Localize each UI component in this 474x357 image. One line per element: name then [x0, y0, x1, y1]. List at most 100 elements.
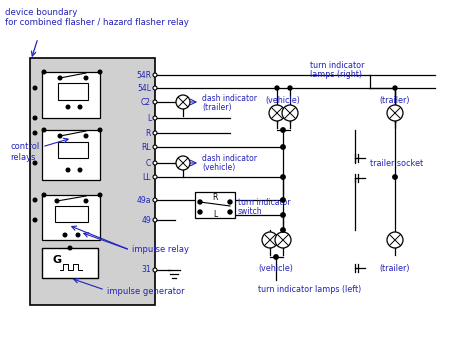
- Circle shape: [153, 86, 157, 90]
- Circle shape: [153, 100, 157, 104]
- Circle shape: [84, 76, 88, 80]
- Polygon shape: [42, 130, 100, 180]
- Circle shape: [55, 199, 59, 203]
- Circle shape: [153, 198, 157, 202]
- Circle shape: [153, 161, 157, 165]
- Text: 49: 49: [141, 216, 151, 225]
- Circle shape: [393, 86, 397, 90]
- Text: C: C: [146, 159, 151, 167]
- Circle shape: [42, 128, 46, 132]
- Text: control
relays: control relays: [10, 138, 68, 162]
- Circle shape: [76, 233, 80, 237]
- Circle shape: [387, 232, 403, 248]
- Text: (trailer): (trailer): [380, 96, 410, 105]
- Circle shape: [228, 210, 232, 214]
- Circle shape: [98, 193, 102, 197]
- Circle shape: [33, 86, 37, 90]
- Circle shape: [66, 105, 70, 109]
- Circle shape: [387, 105, 403, 121]
- Circle shape: [63, 233, 67, 237]
- Circle shape: [281, 198, 285, 202]
- Text: switch: switch: [238, 206, 263, 216]
- Text: impulse relay: impulse relay: [132, 246, 189, 255]
- Text: dash indicator: dash indicator: [202, 94, 257, 102]
- Circle shape: [98, 70, 102, 74]
- Circle shape: [33, 131, 37, 135]
- Circle shape: [98, 128, 102, 132]
- Circle shape: [33, 161, 37, 165]
- Circle shape: [153, 116, 157, 120]
- Text: RL: RL: [141, 142, 151, 151]
- Text: for combined flasher / hazard flasher relay: for combined flasher / hazard flasher re…: [5, 18, 189, 27]
- Text: (trailer): (trailer): [380, 263, 410, 272]
- Polygon shape: [58, 142, 88, 158]
- Polygon shape: [58, 83, 88, 100]
- Text: 54L: 54L: [137, 84, 151, 92]
- Circle shape: [58, 76, 62, 80]
- Circle shape: [153, 268, 157, 272]
- Circle shape: [153, 175, 157, 179]
- Text: (vehicle): (vehicle): [265, 96, 301, 105]
- Circle shape: [393, 175, 397, 179]
- Circle shape: [281, 128, 285, 132]
- Circle shape: [153, 131, 157, 135]
- Text: impulse generator: impulse generator: [107, 287, 185, 296]
- Circle shape: [176, 95, 190, 109]
- Text: 54R: 54R: [136, 70, 151, 80]
- Polygon shape: [42, 248, 98, 278]
- Circle shape: [198, 200, 202, 204]
- Polygon shape: [195, 192, 235, 218]
- Circle shape: [262, 232, 278, 248]
- Circle shape: [153, 145, 157, 149]
- Text: (trailer): (trailer): [202, 102, 231, 111]
- Circle shape: [281, 175, 285, 179]
- Circle shape: [153, 73, 157, 77]
- Text: turn indicator: turn indicator: [310, 60, 365, 70]
- Circle shape: [269, 105, 285, 121]
- Circle shape: [58, 134, 62, 138]
- Circle shape: [228, 200, 232, 204]
- Text: L: L: [147, 114, 151, 122]
- Text: G: G: [53, 255, 62, 265]
- Circle shape: [281, 213, 285, 217]
- Polygon shape: [42, 195, 100, 240]
- Text: (vehicle): (vehicle): [258, 263, 293, 272]
- Polygon shape: [55, 206, 88, 222]
- Text: R: R: [212, 192, 218, 201]
- Circle shape: [33, 198, 37, 202]
- Polygon shape: [30, 58, 155, 305]
- Circle shape: [281, 145, 285, 149]
- Circle shape: [153, 218, 157, 222]
- Text: C2: C2: [141, 97, 151, 106]
- Circle shape: [176, 156, 190, 170]
- Text: trailer socket: trailer socket: [370, 159, 423, 167]
- Circle shape: [275, 86, 279, 90]
- Circle shape: [275, 232, 291, 248]
- Circle shape: [84, 134, 88, 138]
- Polygon shape: [42, 72, 100, 118]
- Circle shape: [33, 116, 37, 120]
- Text: turn indicator lamps (left): turn indicator lamps (left): [258, 286, 362, 295]
- Circle shape: [42, 193, 46, 197]
- Circle shape: [33, 218, 37, 222]
- Circle shape: [198, 210, 202, 214]
- Text: (vehicle): (vehicle): [202, 162, 235, 171]
- Circle shape: [281, 228, 285, 232]
- Text: 49a: 49a: [137, 196, 151, 205]
- Circle shape: [274, 255, 278, 259]
- Text: device boundary: device boundary: [5, 8, 77, 17]
- Text: R: R: [146, 129, 151, 137]
- Text: turn indicator: turn indicator: [238, 197, 291, 206]
- Circle shape: [42, 70, 46, 74]
- Circle shape: [78, 168, 82, 172]
- Text: 31: 31: [141, 266, 151, 275]
- Text: L: L: [213, 210, 217, 218]
- Text: lamps (right): lamps (right): [310, 70, 362, 79]
- Circle shape: [288, 86, 292, 90]
- Circle shape: [78, 105, 82, 109]
- Circle shape: [68, 246, 72, 250]
- Text: dash indicator: dash indicator: [202, 154, 257, 162]
- Text: LL: LL: [143, 172, 151, 181]
- Circle shape: [84, 199, 88, 203]
- Circle shape: [66, 168, 70, 172]
